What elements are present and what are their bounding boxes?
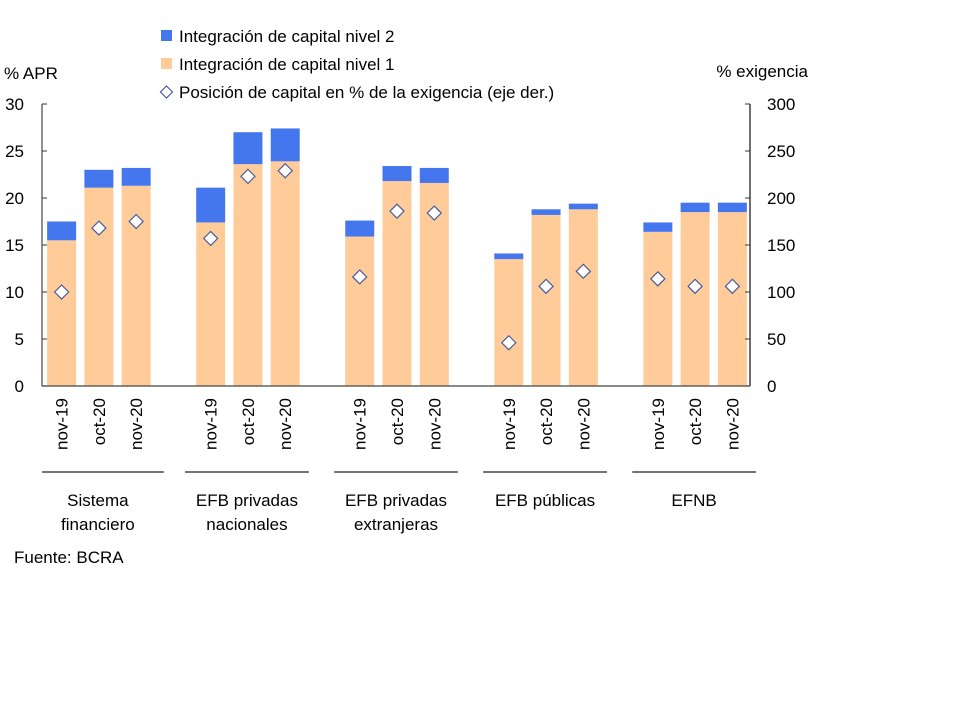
left-tick-label: 20 xyxy=(5,189,24,208)
x-tick-label: oct-20 xyxy=(90,398,109,445)
legend-diamond-icon xyxy=(159,85,174,99)
right-tick-label: 50 xyxy=(767,330,786,349)
group-label: EFNB xyxy=(671,491,716,510)
left-tick-label: 30 xyxy=(5,95,24,114)
bar-tier1 xyxy=(84,187,114,386)
bar-tier1 xyxy=(643,231,673,386)
position-marker xyxy=(426,205,443,221)
legend-label-tier1: Integración de capital nivel 1 xyxy=(179,55,394,74)
bar-tier2 xyxy=(419,167,449,183)
position-marker xyxy=(240,168,256,185)
group-label: EFB privadas xyxy=(196,491,298,510)
left-tick-label: 25 xyxy=(5,142,24,161)
position-marker xyxy=(91,220,107,236)
group-label: nacionales xyxy=(206,515,287,534)
left-axis-label: % APR xyxy=(4,64,58,83)
right-tick-label: 200 xyxy=(767,189,795,208)
right-tick-label: 0 xyxy=(767,377,776,396)
legend: Integración de capital nivel 2 Integració… xyxy=(159,27,554,102)
position-marker xyxy=(687,278,703,295)
position-marker xyxy=(351,269,368,285)
position-marker xyxy=(649,270,666,287)
x-tick-label: nov-19 xyxy=(202,398,221,450)
bar-tier2 xyxy=(47,221,77,241)
x-tick-label: nov-20 xyxy=(723,398,742,450)
bar-tier2 xyxy=(643,222,673,232)
bar-tier2 xyxy=(680,202,710,213)
x-tick-label: nov-20 xyxy=(574,398,593,450)
bars xyxy=(47,128,747,386)
right-tick-label: 150 xyxy=(767,236,795,255)
x-tick-label: nov-19 xyxy=(351,398,370,450)
position-marker xyxy=(724,278,741,295)
bar-tier2 xyxy=(270,128,300,162)
bar-tier1 xyxy=(494,259,524,386)
bar-tier1 xyxy=(270,161,300,386)
position-marker xyxy=(277,162,294,179)
left-tick-label: 15 xyxy=(5,236,24,255)
bar-tier1 xyxy=(568,209,598,386)
bar-tier2 xyxy=(494,253,524,260)
bar-tier1 xyxy=(47,240,77,386)
bar-tier2 xyxy=(382,166,412,182)
bar-tier1 xyxy=(196,222,226,386)
left-tick-label: 0 xyxy=(15,377,24,396)
position-marker xyxy=(500,334,517,351)
bar-tier2 xyxy=(531,209,561,215)
group-label: Sistema xyxy=(67,491,129,510)
position-marker xyxy=(53,284,70,300)
legend-label-position: Posición de capital en % de la exigencia… xyxy=(179,83,554,102)
bar-tier2 xyxy=(121,167,151,186)
x-tick-label: oct-20 xyxy=(686,398,705,445)
position-marker xyxy=(575,263,592,280)
x-tick-label: oct-20 xyxy=(388,398,407,445)
bar-tier2 xyxy=(345,220,375,237)
bar-tier2 xyxy=(233,132,263,165)
right-axis-label: % exigencia xyxy=(716,62,808,81)
x-tick-label: oct-20 xyxy=(239,398,258,445)
right-tick-label: 100 xyxy=(767,283,795,302)
group-label: EFB privadas xyxy=(345,491,447,510)
legend-label-tier2: Integración de capital nivel 2 xyxy=(179,27,394,46)
x-tick-label: oct-20 xyxy=(537,398,556,445)
bar-tier1 xyxy=(345,236,375,386)
legend-swatch-tier1 xyxy=(161,58,172,69)
legend-swatch-tier2 xyxy=(161,30,172,41)
bar-tier2 xyxy=(717,202,747,213)
x-tick-label: nov-20 xyxy=(127,398,146,450)
x-tick-label: nov-19 xyxy=(53,398,72,450)
group-labels: Sistema financiero EFB privadas nacionales E… xyxy=(42,471,756,534)
x-tick-labels: nov-19 oct-20 nov-20 nov-19 oct-20 nov-20 nov-… xyxy=(53,398,743,450)
bar-tier1 xyxy=(717,212,747,386)
bar-tier2 xyxy=(84,169,114,188)
x-tick-label: nov-19 xyxy=(500,398,519,450)
group-label: EFB públicas xyxy=(495,491,595,510)
group-label: financiero xyxy=(61,515,135,534)
bar-tier2 xyxy=(568,203,598,210)
right-tick-label: 300 xyxy=(767,95,795,114)
x-tick-label: nov-20 xyxy=(276,398,295,450)
bar-tier1 xyxy=(233,164,263,386)
right-tick-label: 250 xyxy=(767,142,795,161)
position-marker xyxy=(202,230,219,247)
bar-tier2 xyxy=(196,187,226,223)
group-label: extranjeras xyxy=(354,515,438,534)
source-note: Fuente: BCRA xyxy=(14,548,124,567)
position-marker xyxy=(389,203,405,220)
position-markers xyxy=(53,162,741,351)
position-marker xyxy=(128,213,145,230)
bar-tier1 xyxy=(531,214,561,386)
x-tick-label: nov-19 xyxy=(649,398,668,450)
left-tick-label: 5 xyxy=(15,330,24,349)
left-tick-label: 10 xyxy=(5,283,24,302)
position-marker xyxy=(538,278,554,295)
bar-tier1 xyxy=(680,212,710,386)
x-tick-label: nov-20 xyxy=(425,398,444,450)
